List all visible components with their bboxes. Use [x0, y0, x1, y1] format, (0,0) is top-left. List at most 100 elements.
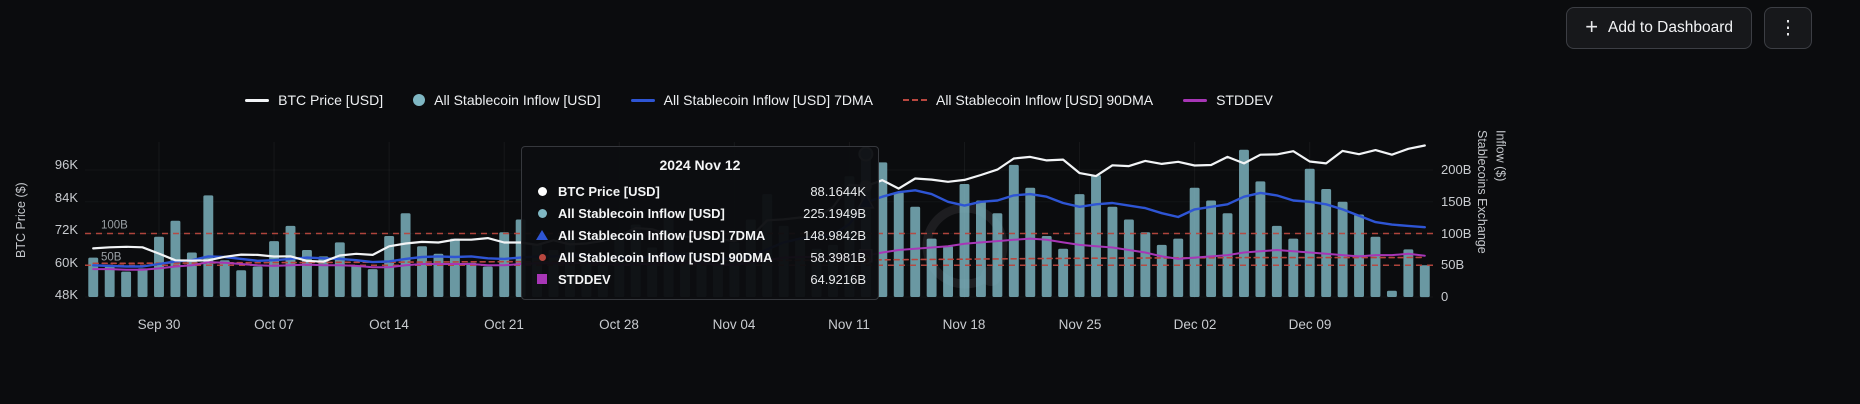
- inflow-bar[interactable]: [1173, 238, 1184, 297]
- inflow-bar[interactable]: [1271, 225, 1282, 297]
- legend-item-inflow-90dma[interactable]: All Stablecoin Inflow [USD] 90DMA: [902, 92, 1154, 108]
- stddev-square-icon: [537, 274, 547, 284]
- left-axis-title: BTC Price ($): [14, 182, 28, 259]
- inflow-bar[interactable]: [334, 242, 345, 297]
- inflow-bar[interactable]: [1058, 248, 1069, 297]
- inflow-bar[interactable]: [1091, 175, 1101, 297]
- inflow-bar[interactable]: [252, 266, 263, 298]
- tooltip-date: 2024 Nov 12: [659, 157, 741, 173]
- inflow-bar[interactable]: [959, 184, 970, 297]
- y-axis-right-tick: 200B: [1441, 162, 1472, 177]
- inflow-bar[interactable]: [482, 266, 493, 298]
- inflow-bar[interactable]: [1008, 164, 1019, 297]
- inflow-bar[interactable]: [203, 195, 214, 297]
- inflow-bar[interactable]: [1206, 200, 1217, 298]
- inflow-bar[interactable]: [400, 213, 411, 297]
- y-axis-left-tick: 84K: [54, 190, 78, 205]
- inflow-bar[interactable]: [1321, 189, 1332, 297]
- chart-tooltip: 2024 Nov 12 BTC Price [USD] 88.1644K All…: [521, 146, 879, 300]
- legend-label: BTC Price [USD]: [278, 92, 384, 108]
- inflow-bar[interactable]: [417, 246, 427, 297]
- inflow-bar[interactable]: [1386, 290, 1397, 297]
- y-axis-left-tick: 72K: [54, 222, 78, 237]
- top-actions: + Add to Dashboard ⋮: [1566, 7, 1812, 49]
- inflow-bar[interactable]: [1337, 201, 1348, 298]
- inflow-bar[interactable]: [1419, 265, 1430, 298]
- inflow-bar[interactable]: [910, 206, 921, 297]
- dma7-line-icon: [630, 98, 655, 102]
- inflow-bar[interactable]: [1403, 249, 1414, 297]
- tooltip-label: All Stablecoin Inflow [USD] 7DMA: [558, 227, 766, 243]
- threshold-label: 50B: [101, 251, 122, 263]
- y-axis-right-tick: 100B: [1441, 226, 1472, 241]
- tooltip-value: 88.1644K: [810, 183, 866, 199]
- legend-label: All Stablecoin Inflow [USD] 7DMA: [663, 92, 873, 108]
- inflow-circle-icon: [413, 94, 426, 106]
- tooltip-row: All Stablecoin Inflow [USD] 90DMA 58.398…: [534, 246, 866, 268]
- kebab-menu-button[interactable]: ⋮: [1764, 7, 1812, 49]
- inflow-bar[interactable]: [1370, 236, 1381, 297]
- legend-label: All Stablecoin Inflow [USD] 90DMA: [935, 92, 1154, 108]
- tooltip-row: All Stablecoin Inflow [USD] 7DMA 148.984…: [534, 224, 866, 246]
- x-axis-tick: Nov 18: [942, 317, 986, 332]
- tooltip-label: BTC Price [USD]: [558, 183, 660, 199]
- inflow-bar[interactable]: [943, 246, 954, 297]
- x-axis-tick: Nov 25: [1058, 317, 1102, 332]
- inflow-bar[interactable]: [154, 236, 164, 297]
- inflow-bar[interactable]: [1255, 181, 1266, 297]
- inflow-bar[interactable]: [285, 225, 296, 297]
- inflow-bar[interactable]: [104, 266, 115, 298]
- legend-label: All Stablecoin Inflow [USD]: [434, 92, 601, 108]
- inflow-bar[interactable]: [236, 270, 247, 297]
- inflow-bar[interactable]: [137, 268, 148, 297]
- add-to-dashboard-button[interactable]: + Add to Dashboard: [1566, 7, 1752, 49]
- inflow-bar[interactable]: [367, 269, 378, 297]
- btc-price-dot-icon: [537, 186, 547, 196]
- x-axis-tick: Oct 14: [369, 317, 409, 332]
- tooltip-label: All Stablecoin Inflow [USD]: [558, 205, 725, 221]
- inflow-bar[interactable]: [88, 257, 99, 297]
- y-axis-right-tick: 150B: [1441, 194, 1472, 209]
- tooltip-label: All Stablecoin Inflow [USD] 90DMA: [558, 249, 773, 265]
- inflow-bar[interactable]: [975, 200, 986, 298]
- inflow-bar[interactable]: [433, 253, 444, 297]
- x-axis-tick: Oct 21: [484, 317, 524, 332]
- x-axis-tick: Dec 09: [1288, 317, 1332, 332]
- dma90-dashed-line-icon: [902, 99, 927, 101]
- inflow-bar[interactable]: [1239, 149, 1249, 297]
- inflow-bar[interactable]: [1107, 206, 1118, 297]
- plus-icon: +: [1585, 14, 1599, 39]
- inflow-bar[interactable]: [1025, 187, 1036, 297]
- inflow-bar[interactable]: [992, 213, 1003, 297]
- x-axis-tick: Nov 04: [712, 317, 756, 332]
- legend-item-stablecoin-inflow[interactable]: All Stablecoin Inflow [USD]: [413, 92, 601, 108]
- inflow-bar[interactable]: [318, 256, 329, 297]
- inflow-bar[interactable]: [121, 271, 132, 297]
- dma7-triangle-icon: [536, 230, 548, 240]
- tooltip-value: 148.9842B: [803, 227, 866, 243]
- inflow-bar[interactable]: [926, 238, 937, 297]
- inflow-dot-icon: [537, 208, 547, 218]
- legend-item-stddev[interactable]: STDDEV: [1183, 92, 1273, 108]
- y-axis-right-tick: 0: [1441, 289, 1449, 304]
- inflow-bar[interactable]: [170, 220, 181, 297]
- legend-item-btc-price[interactable]: BTC Price [USD]: [245, 92, 383, 108]
- btc-price-line-icon: [245, 98, 270, 102]
- inflow-bar[interactable]: [1288, 238, 1299, 297]
- inflow-bar[interactable]: [893, 192, 904, 297]
- stddev-line-icon: [1183, 98, 1208, 102]
- inflow-bar[interactable]: [1156, 244, 1167, 297]
- inflow-bar[interactable]: [1189, 187, 1200, 297]
- inflow-bar[interactable]: [449, 238, 460, 297]
- tooltip-value: 64.9216B: [810, 271, 866, 287]
- tooltip-row: BTC Price [USD] 88.1644K: [534, 180, 866, 202]
- inflow-bar[interactable]: [219, 260, 230, 297]
- inflow-bar[interactable]: [351, 265, 362, 298]
- kebab-icon: ⋮: [1778, 17, 1798, 39]
- y-axis-right-tick: 50B: [1441, 257, 1465, 272]
- inflow-bar[interactable]: [1041, 236, 1052, 297]
- inflow-bar[interactable]: [269, 241, 280, 297]
- legend-item-inflow-7dma[interactable]: All Stablecoin Inflow [USD] 7DMA: [630, 92, 873, 108]
- tooltip-row: STDDEV 64.9216B: [534, 268, 866, 290]
- inflow-bar[interactable]: [466, 262, 477, 297]
